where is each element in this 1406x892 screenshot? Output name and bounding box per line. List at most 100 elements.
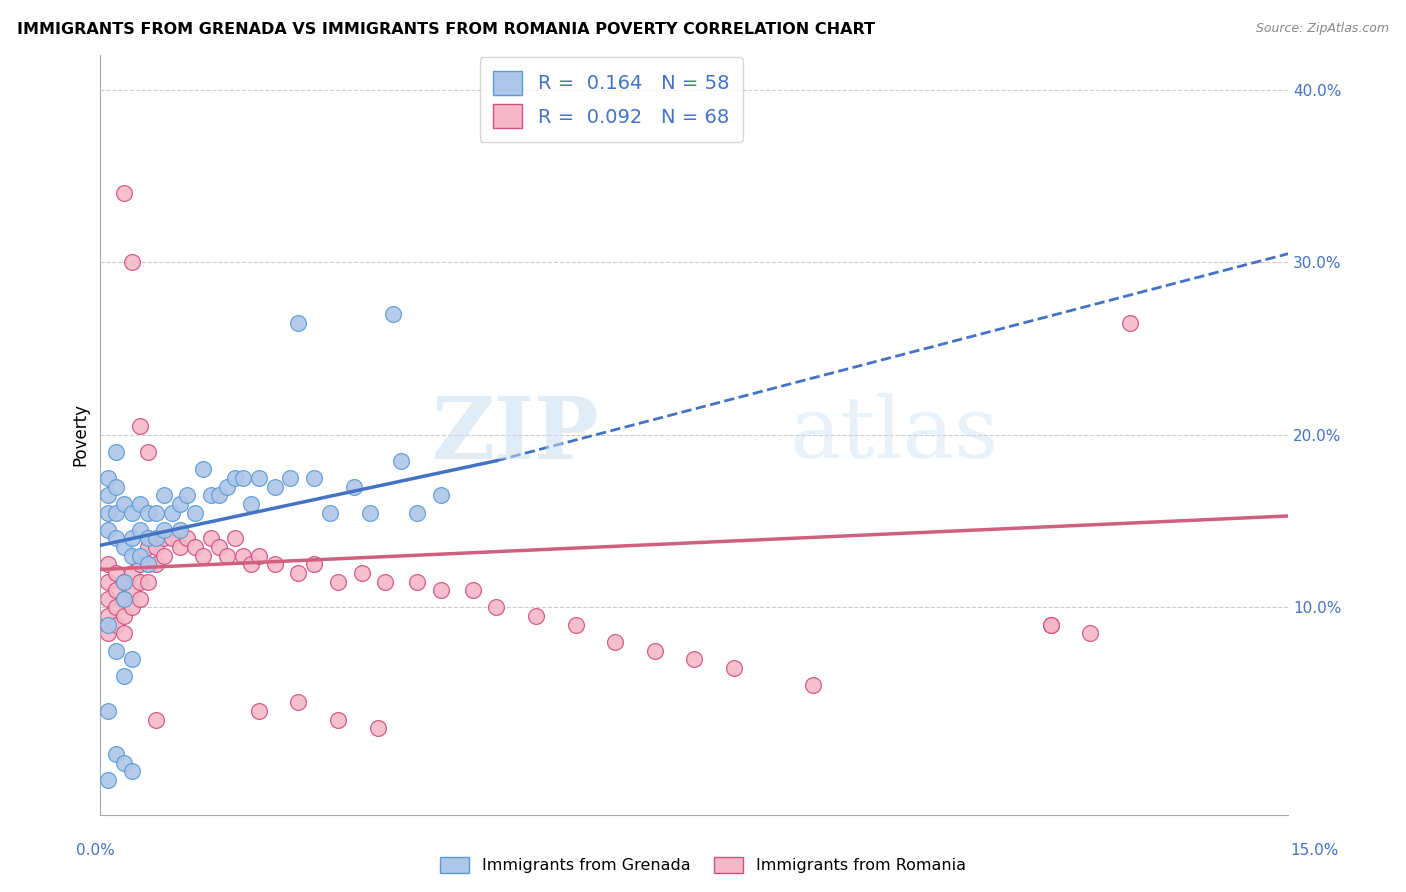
Point: [319, 506, 342, 520]
Point: [184, 506, 207, 520]
Point: [105, 583, 128, 598]
Point: [112, 497, 135, 511]
Point: [169, 497, 191, 511]
Text: ZIP: ZIP: [432, 392, 599, 477]
Point: [97, 609, 120, 624]
Point: [208, 540, 231, 554]
Point: [105, 480, 128, 494]
Point: [121, 566, 143, 580]
Point: [97, 471, 120, 485]
Point: [112, 609, 135, 624]
Point: [97, 772, 120, 787]
Point: [97, 591, 120, 606]
Point: [129, 523, 152, 537]
Point: [136, 574, 159, 589]
Legend: Immigrants from Grenada, Immigrants from Romania: Immigrants from Grenada, Immigrants from…: [434, 850, 972, 880]
Point: [1039, 617, 1062, 632]
Point: [239, 558, 262, 572]
Point: [367, 721, 389, 735]
Point: [723, 661, 745, 675]
Point: [136, 558, 159, 572]
Point: [605, 635, 627, 649]
Point: [145, 532, 167, 546]
Point: [184, 540, 207, 554]
Point: [136, 558, 159, 572]
Point: [105, 506, 128, 520]
Point: [112, 591, 135, 606]
Point: [121, 506, 143, 520]
Point: [287, 316, 309, 330]
Point: [564, 617, 586, 632]
Point: [97, 617, 120, 632]
Y-axis label: Poverty: Poverty: [72, 403, 89, 467]
Point: [406, 506, 429, 520]
Point: [136, 506, 159, 520]
Point: [302, 558, 325, 572]
Point: [152, 488, 174, 502]
Point: [112, 574, 135, 589]
Point: [461, 583, 484, 598]
Point: [239, 497, 262, 511]
Point: [152, 532, 174, 546]
Point: [97, 704, 120, 718]
Point: [287, 566, 309, 580]
Point: [200, 488, 222, 502]
Point: [247, 549, 270, 563]
Point: [129, 574, 152, 589]
Point: [359, 506, 381, 520]
Point: [217, 480, 239, 494]
Text: 0.0%: 0.0%: [76, 843, 115, 858]
Point: [430, 583, 453, 598]
Point: [247, 704, 270, 718]
Point: [97, 506, 120, 520]
Point: [644, 643, 666, 657]
Point: [121, 600, 143, 615]
Point: [129, 591, 152, 606]
Point: [152, 523, 174, 537]
Point: [683, 652, 706, 666]
Point: [145, 558, 167, 572]
Point: [263, 480, 285, 494]
Text: Source: ZipAtlas.com: Source: ZipAtlas.com: [1256, 22, 1389, 36]
Point: [193, 549, 215, 563]
Point: [176, 532, 198, 546]
Point: [112, 626, 135, 640]
Text: atlas: atlas: [789, 393, 998, 476]
Point: [112, 591, 135, 606]
Point: [152, 549, 174, 563]
Point: [224, 532, 246, 546]
Point: [430, 488, 453, 502]
Point: [121, 583, 143, 598]
Point: [280, 471, 302, 485]
Point: [1080, 626, 1102, 640]
Point: [350, 566, 373, 580]
Point: [121, 764, 143, 779]
Point: [217, 549, 239, 563]
Point: [97, 558, 120, 572]
Legend: R =  0.164   N = 58, R =  0.092   N = 68: R = 0.164 N = 58, R = 0.092 N = 68: [479, 57, 742, 142]
Point: [121, 255, 143, 269]
Point: [136, 445, 159, 459]
Point: [169, 523, 191, 537]
Point: [145, 713, 167, 727]
Point: [105, 747, 128, 761]
Point: [97, 488, 120, 502]
Point: [160, 506, 183, 520]
Point: [302, 471, 325, 485]
Point: [1039, 617, 1062, 632]
Point: [105, 532, 128, 546]
Point: [121, 652, 143, 666]
Point: [326, 574, 349, 589]
Point: [247, 471, 270, 485]
Point: [1119, 316, 1142, 330]
Point: [160, 532, 183, 546]
Point: [97, 523, 120, 537]
Point: [129, 419, 152, 434]
Point: [176, 488, 198, 502]
Point: [485, 600, 508, 615]
Point: [112, 756, 135, 770]
Point: [326, 713, 349, 727]
Point: [374, 574, 396, 589]
Point: [169, 540, 191, 554]
Point: [801, 678, 824, 692]
